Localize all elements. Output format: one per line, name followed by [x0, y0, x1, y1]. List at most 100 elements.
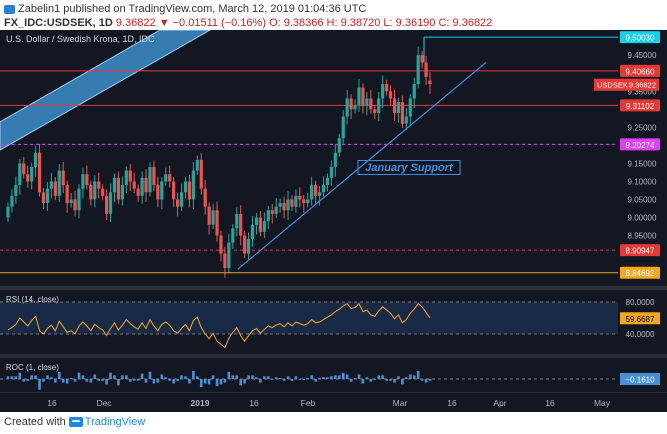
candle-body [396, 102, 401, 113]
candle [164, 167, 168, 186]
candle [246, 232, 251, 260]
candle-body [104, 195, 109, 214]
current-price-symbol: USDSEK [597, 81, 628, 90]
current-price-bg [594, 78, 659, 91]
roc-bar [219, 379, 223, 385]
roc-bar [105, 379, 108, 385]
roc-bar [117, 379, 120, 386]
support-trendline [237, 61, 487, 270]
candle [128, 164, 132, 192]
candle [104, 189, 109, 221]
price-level-tag [620, 266, 660, 279]
candle-body [349, 98, 353, 110]
candle-body [14, 185, 18, 196]
roc-bar [57, 371, 61, 379]
candle [254, 213, 259, 235]
ohlc-line: FX_IDC:USDSEK, 1D 9.36822 ▼ −0.01511 (−0… [4, 17, 492, 29]
candle-body [412, 84, 416, 99]
roc-bar [168, 379, 172, 381]
candle [357, 79, 361, 112]
roc-bar [424, 379, 428, 383]
candle-body [140, 177, 144, 196]
header-bar: Zabelin1 published on TradingView.com, M… [0, 0, 667, 30]
roc-bar [38, 379, 41, 390]
chart-canvas[interactable]: 9.50030 9.40660 9.31102 9.20274 8.90947 8.846… [0, 30, 667, 412]
price-level-label: 9.31102 [620, 99, 660, 112]
candle [333, 143, 337, 177]
candle [191, 161, 195, 210]
candle [243, 231, 247, 258]
y-tick-label: 9.45000 [628, 51, 657, 60]
rsi-label: RSI (14, close) [6, 295, 59, 304]
candle-body [262, 221, 266, 232]
candle-body [108, 192, 113, 214]
price-level-tag [620, 99, 660, 112]
close-value: 9.36822 [115, 17, 156, 29]
roc-current-tag [620, 373, 660, 385]
candle [262, 212, 266, 239]
candle-body [199, 159, 203, 189]
candle-body [306, 199, 310, 204]
roc-bar [85, 379, 89, 382]
roc-bar [46, 375, 49, 379]
candle-body [404, 116, 408, 124]
author-name[interactable]: Zabelin1 [18, 3, 61, 15]
price-level-label: 9.40660 [620, 64, 660, 77]
candle-body [325, 177, 330, 186]
candle [97, 172, 101, 199]
rsi-line [7, 302, 431, 349]
tradingview-brand-link[interactable]: TradingView [84, 416, 146, 428]
roc-bar [282, 379, 286, 381]
candle-body [6, 206, 10, 218]
candle [199, 153, 203, 195]
candle-body [274, 206, 278, 214]
candle-body [156, 185, 160, 200]
roc-bar [109, 372, 112, 379]
roc-bar [251, 375, 254, 379]
roc-bar [69, 378, 73, 379]
candle [156, 176, 160, 208]
price-level-tag [620, 64, 660, 77]
candle-body [30, 167, 34, 182]
candle-body [65, 185, 69, 204]
candle [85, 165, 89, 190]
roc-bar [97, 379, 101, 381]
candle [274, 198, 278, 219]
candle-body [250, 224, 255, 240]
candle [37, 143, 42, 197]
candle [317, 185, 322, 206]
roc-bar [81, 375, 85, 379]
roc-bar [270, 379, 274, 380]
y-tick-label: 9.25000 [628, 123, 657, 132]
candle-body [73, 199, 77, 211]
current-price-value: 9.36822 [629, 81, 656, 90]
roc-bar [211, 375, 215, 379]
roc-bar [365, 377, 369, 379]
roc-bar [322, 377, 325, 379]
x-tick-label: Dec [96, 398, 112, 408]
tradingview-logo-icon [4, 4, 15, 14]
candle [321, 176, 326, 197]
rsi-band [0, 302, 618, 334]
roc-bar [314, 379, 317, 382]
candle-body [168, 174, 172, 182]
roc-bar [42, 379, 45, 382]
roc-bar [381, 375, 384, 379]
candle-body [329, 167, 334, 178]
roc-bar [196, 376, 199, 379]
candle [219, 231, 223, 262]
annotation-box [357, 160, 461, 176]
candle [112, 173, 117, 202]
candle-body [41, 192, 46, 204]
candle [239, 205, 243, 246]
candle-body [385, 84, 389, 92]
publish-line: Zabelin1 published on TradingView.com, M… [4, 3, 366, 15]
price-level-tag [620, 244, 660, 257]
candle-body [357, 87, 361, 106]
roc-bar [215, 379, 219, 387]
candle-body [321, 185, 326, 193]
candle [101, 184, 105, 201]
candle [136, 184, 140, 202]
candle-body [10, 195, 14, 207]
roc-bar [235, 375, 239, 379]
